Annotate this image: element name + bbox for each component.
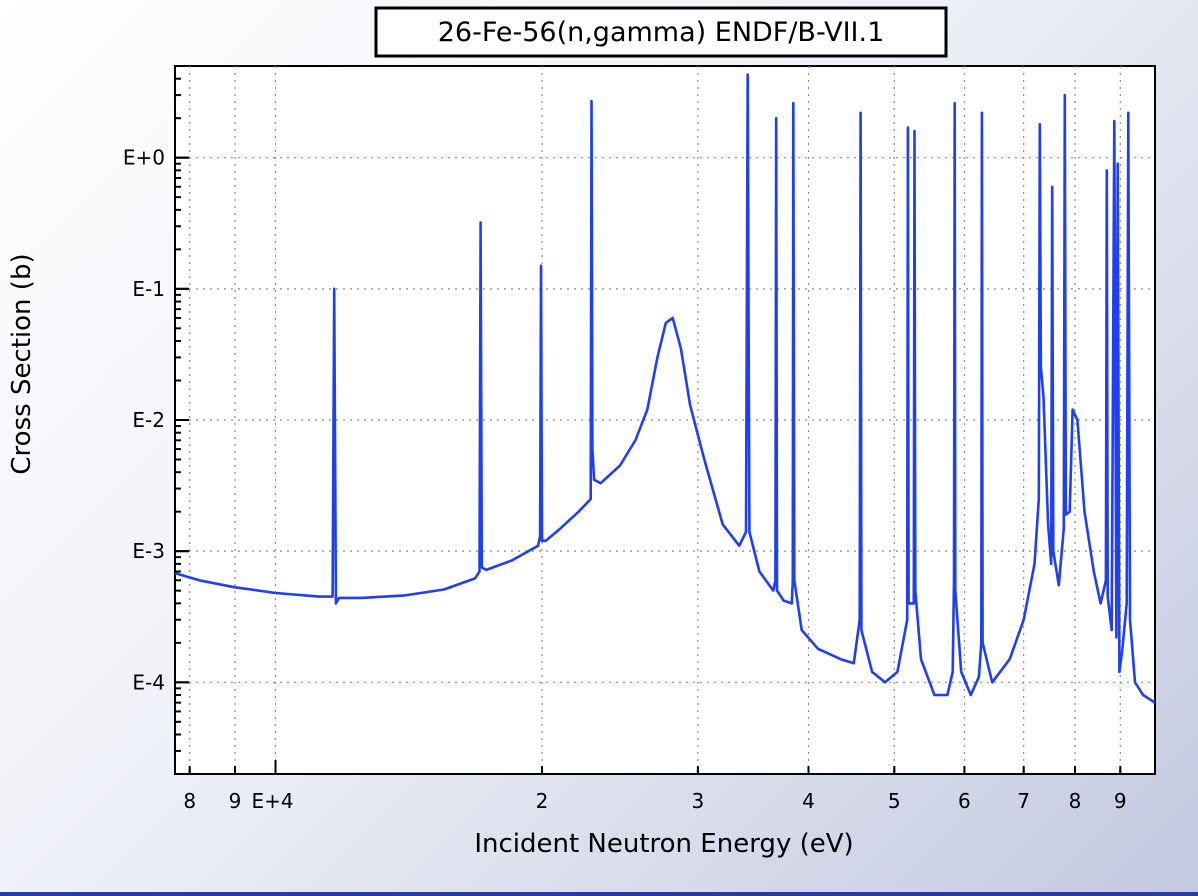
x-tick-label: 4	[802, 789, 815, 813]
axis-ticks: 8 9 E+4 2 3 4 5 6 7 8 9 E+0 E-1 E-2 E-3 E-4	[123, 65, 1127, 813]
x-tick-label: 2	[536, 789, 549, 813]
x-tick-label: 9	[1114, 789, 1127, 813]
x-tick-label: 8	[183, 789, 196, 813]
y-axis-label: Cross Section (b)	[7, 253, 37, 474]
chart-title-box	[374, 6, 948, 58]
grid	[175, 66, 1155, 774]
x-tick-label: 9	[229, 789, 242, 813]
y-tick-label: E-2	[132, 408, 165, 432]
window-bottom-border	[0, 892, 1198, 896]
x-tick-label: 5	[888, 789, 901, 813]
x-axis-label: Incident Neutron Energy (eV)	[474, 829, 853, 859]
series-layer	[174, 73, 1156, 704]
y-tick-label: E-4	[132, 670, 165, 694]
y-tick-label: E+0	[123, 146, 165, 170]
y-tick-label: E-3	[132, 539, 165, 563]
series-line-0	[174, 73, 1156, 704]
x-tick-label: 3	[692, 789, 705, 813]
x-tick-label: 7	[1017, 789, 1030, 813]
y-tick-label: E-1	[132, 277, 165, 301]
x-tick-label: E+4	[251, 789, 293, 813]
x-tick-label: 6	[958, 789, 971, 813]
x-tick-label: 8	[1069, 789, 1082, 813]
chart-title: 26-Fe-56(n,gamma) ENDF/B-VII.1	[438, 17, 885, 48]
